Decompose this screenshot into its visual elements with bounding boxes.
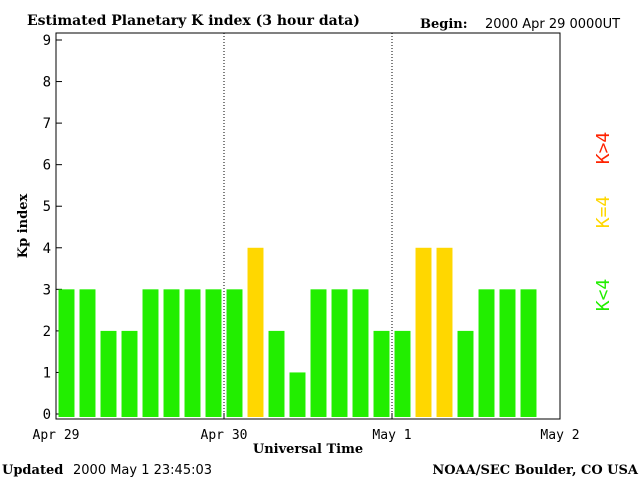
legend-item: K=4 — [593, 196, 614, 229]
begin-label: Begin: — [420, 17, 468, 32]
kp-bar — [205, 289, 222, 417]
begin-value: 2000 Apr 29 0000UT — [485, 17, 620, 32]
x-tick-label: Apr 30 — [201, 428, 248, 443]
y-tick-label: 6 — [43, 158, 51, 174]
kp-bar — [184, 289, 201, 417]
kp-bar — [121, 330, 138, 417]
kp-bar — [394, 330, 411, 417]
y-tick-label: 1 — [43, 365, 51, 381]
legend-item: K<4 — [593, 279, 614, 312]
y-tick-label: 4 — [43, 241, 51, 257]
y-tick-label: 9 — [43, 33, 51, 49]
day-separators — [223, 33, 393, 419]
source-credit: NOAA/SEC Boulder, CO USA — [432, 463, 639, 478]
kp-bar — [373, 330, 390, 417]
kp-bar — [520, 289, 537, 417]
kp-bar — [331, 289, 348, 417]
y-tick-label: 7 — [43, 116, 51, 132]
kp-bar — [226, 289, 243, 417]
kp-bar — [478, 289, 495, 417]
updated-label: Updated — [2, 463, 63, 478]
kp-bar — [79, 289, 96, 417]
plot-frame — [55, 32, 561, 420]
kp-bar — [142, 289, 159, 417]
x-tick-label: May 1 — [372, 428, 411, 443]
y-tick-label: 8 — [43, 75, 51, 91]
bars-group — [58, 247, 537, 417]
y-tick-label: 0 — [43, 407, 51, 423]
x-axis: Apr 29 Apr 30 May 1 May 2 — [33, 413, 580, 443]
kp-bar — [457, 330, 474, 417]
kp-bar — [289, 372, 306, 417]
kp-bar — [310, 289, 327, 417]
x-tick-label: Apr 29 — [33, 428, 80, 443]
kp-bar — [163, 289, 180, 417]
y-tick-label: 5 — [43, 199, 51, 215]
legend: K<4 K=4 K>4 — [593, 132, 614, 312]
kp-bar — [415, 247, 432, 417]
y-axis: 0 1 2 3 4 5 6 7 8 9 — [43, 33, 62, 423]
kp-bar — [436, 247, 453, 417]
x-axis-label: Universal Time — [253, 442, 363, 457]
y-axis-label: Kp index — [16, 194, 31, 259]
updated-value: 2000 May 1 23:45:03 — [73, 463, 212, 478]
kp-bar — [100, 330, 117, 417]
kp-bar — [499, 289, 516, 417]
kp-bar — [352, 289, 369, 417]
chart-title: Estimated Planetary K index (3 hour data… — [27, 13, 360, 29]
legend-item: K>4 — [593, 132, 614, 165]
kp-bar — [268, 330, 285, 417]
y-tick-label: 3 — [43, 282, 51, 298]
y-tick-label: 2 — [43, 324, 51, 340]
x-tick-label: May 2 — [540, 428, 579, 443]
kp-bar — [247, 247, 264, 417]
kp-bar — [58, 289, 75, 417]
